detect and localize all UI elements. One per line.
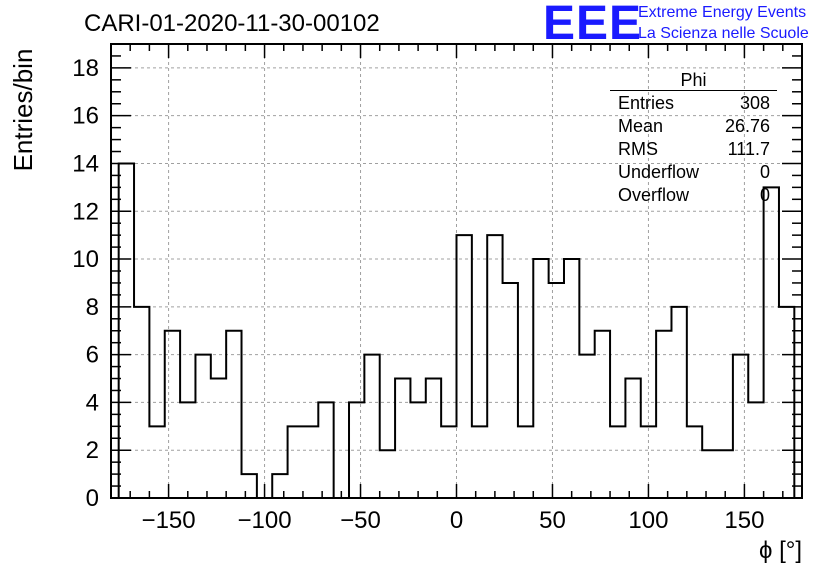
histogram-bin <box>518 426 533 498</box>
histogram-bin <box>457 235 472 498</box>
histogram-bin <box>764 187 779 498</box>
stats-row-rms: RMS 111.7 <box>618 139 770 161</box>
y-tick-label: 8 <box>86 294 99 321</box>
stats-value: 0 <box>759 162 770 182</box>
histogram-bin <box>195 355 210 498</box>
stats-key: Mean <box>618 116 664 136</box>
stats-key: Entries <box>618 93 675 113</box>
y-tick-label: 18 <box>72 55 99 82</box>
x-tick-label: 100 <box>628 507 668 534</box>
x-tick-label: −150 <box>142 507 196 534</box>
logo-line-2: La Scienza nelle Scuole <box>638 25 809 42</box>
stats-key: Underflow <box>618 162 700 182</box>
stats-row-entries: Entries 308 <box>618 93 770 115</box>
stats-divider <box>610 90 777 91</box>
histogram-bin <box>349 402 364 498</box>
histogram-bin <box>149 426 164 498</box>
stats-value: 26.76 <box>724 116 770 136</box>
histogram-bin <box>180 402 195 498</box>
stats-value: 111.7 <box>727 139 770 159</box>
histogram-bin <box>549 283 564 498</box>
y-tick-label: 14 <box>72 150 99 177</box>
x-tick-label: 50 <box>539 507 566 534</box>
y-tick-label: 16 <box>72 103 99 130</box>
histogram-bin <box>748 402 763 498</box>
chart-title: CARI-01-2020-11-30-00102 <box>84 10 380 37</box>
histogram-bin <box>288 426 303 498</box>
stats-title: Phi <box>680 70 707 90</box>
histogram-bin <box>364 355 379 498</box>
x-tick-label: 0 <box>450 507 463 534</box>
histogram-bin <box>472 426 487 498</box>
y-tick-label: 10 <box>72 246 99 273</box>
histogram-bin <box>134 307 149 498</box>
histogram-bin <box>656 331 671 498</box>
stats-value: 308 <box>739 93 770 113</box>
histogram-bin <box>687 426 702 498</box>
histogram-bin <box>272 474 287 498</box>
stats-box: Phi Entries 308 Mean 26.76 RMS 111.7 Und… <box>610 70 777 210</box>
axis-tick-labels: −150 −100 −50 0 50 100 150 0 2 4 6 8 10 12 14 16 18 <box>72 55 764 534</box>
histogram-bin <box>579 355 594 498</box>
x-tick-label: −100 <box>238 507 292 534</box>
histogram-bin <box>503 283 518 498</box>
histogram-bin <box>595 331 610 498</box>
logo-line-1: Extreme Energy Events <box>638 4 807 21</box>
histogram-bin <box>211 379 226 498</box>
histogram-bin <box>671 307 686 498</box>
histogram-bin <box>410 402 425 498</box>
histogram-bin <box>610 426 625 498</box>
histogram-bin <box>487 235 502 498</box>
histogram-bin <box>733 355 748 498</box>
stats-key: RMS <box>618 139 658 159</box>
histogram-bin <box>426 379 441 498</box>
x-axis-label: ϕ [°] <box>759 537 802 564</box>
axis-ticks <box>111 43 802 499</box>
y-tick-label: 4 <box>86 389 99 416</box>
histogram-bin <box>564 259 579 498</box>
histogram-bin <box>625 379 640 498</box>
histogram-bin <box>226 331 241 498</box>
histogram-bin <box>533 259 548 498</box>
histogram-bin <box>318 402 333 498</box>
histogram-bin <box>702 450 717 498</box>
histogram-series <box>117 162 796 499</box>
histogram-bin <box>303 426 318 498</box>
histogram-bin <box>718 450 733 498</box>
stats-row-mean: Mean 26.76 <box>618 116 770 138</box>
eee-logo: EEE <box>543 0 643 50</box>
y-tick-label: 0 <box>86 485 99 512</box>
y-tick-label: 12 <box>72 198 99 225</box>
stats-key: Overflow <box>618 185 690 205</box>
histogram-bin <box>395 379 410 498</box>
x-tick-label: 150 <box>724 507 764 534</box>
x-tick-label: −50 <box>340 507 381 534</box>
stats-row-underflow: Underflow 0 <box>618 162 770 184</box>
y-axis-label: Entries/bin <box>8 49 38 172</box>
y-tick-label: 6 <box>86 342 99 369</box>
stats-row-overflow: Overflow 0 <box>618 185 770 207</box>
histogram-bin <box>165 331 180 498</box>
histogram-bin <box>441 426 456 498</box>
histogram-outline <box>117 162 796 499</box>
stats-value: 0 <box>759 185 770 205</box>
histogram-bin <box>242 474 257 498</box>
y-tick-label: 2 <box>86 437 99 464</box>
histogram-bin <box>380 450 395 498</box>
